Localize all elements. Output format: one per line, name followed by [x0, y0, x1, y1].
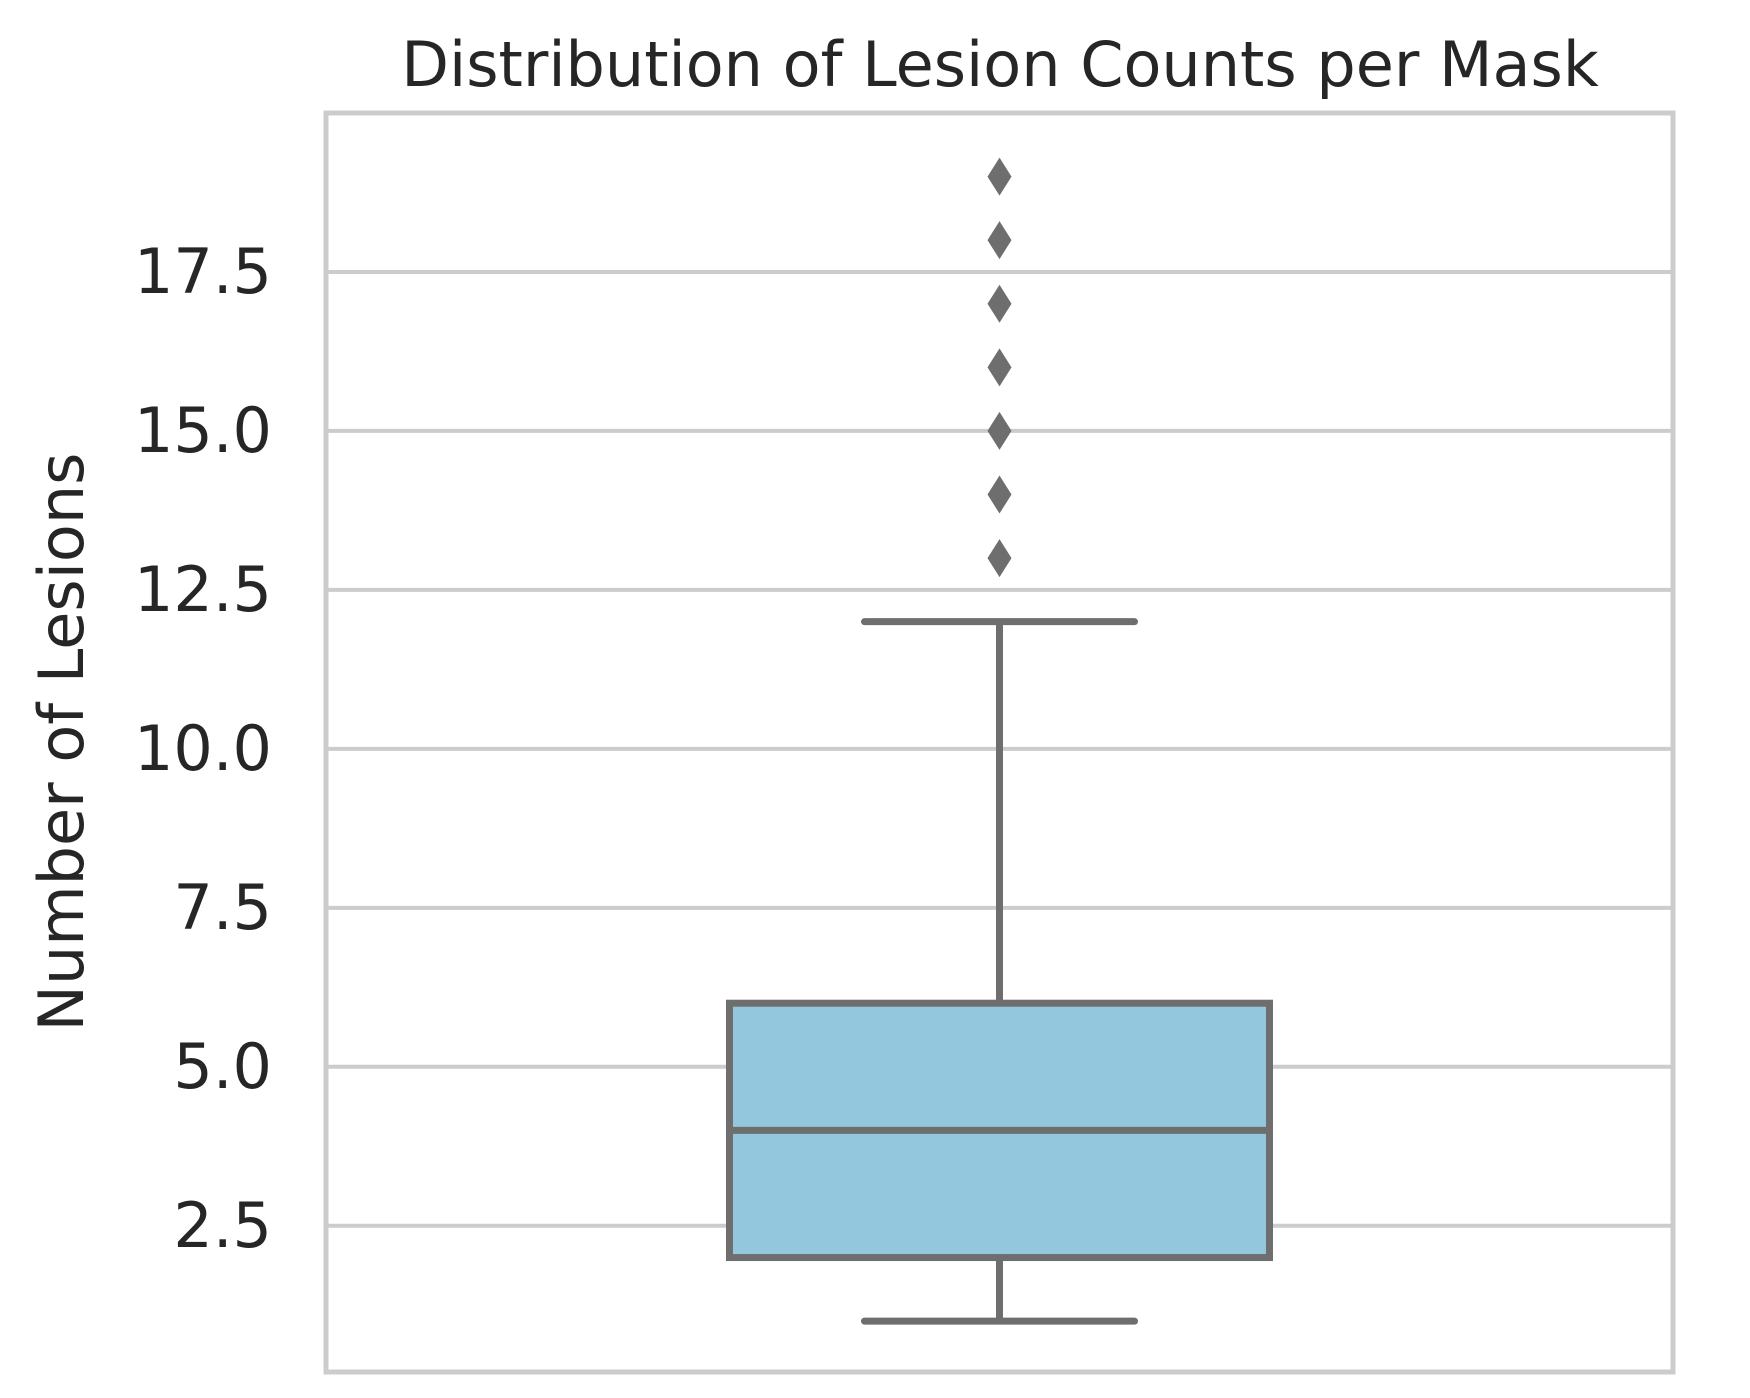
outlier-point: [987, 157, 1012, 196]
y-tick-label: 7.5: [173, 871, 272, 944]
outlier-point: [987, 348, 1012, 387]
outlier-point: [987, 539, 1012, 578]
y-tick-label: 10.0: [134, 712, 272, 785]
outlier-point: [987, 411, 1012, 450]
y-tick-label: 15.0: [134, 394, 272, 467]
box-plot: [726, 157, 1273, 1325]
outlier-point: [987, 284, 1012, 323]
outlier-point: [987, 475, 1012, 514]
y-tick-label: 12.5: [134, 553, 272, 626]
outlier-point: [987, 221, 1012, 260]
chart-title: Distribution of Lesion Counts per Mask: [401, 28, 1599, 101]
y-tick-label: 2.5: [173, 1189, 272, 1262]
y-tick-label: 17.5: [134, 235, 272, 308]
plot-frame: [323, 110, 1676, 1375]
y-tick-label: 5.0: [173, 1030, 272, 1103]
y-axis-label: Number of Lesions: [25, 453, 98, 1032]
y-tick-labels: 2.5 5.0 7.5 10.0 12.5 15.0 17.5: [134, 235, 272, 1262]
